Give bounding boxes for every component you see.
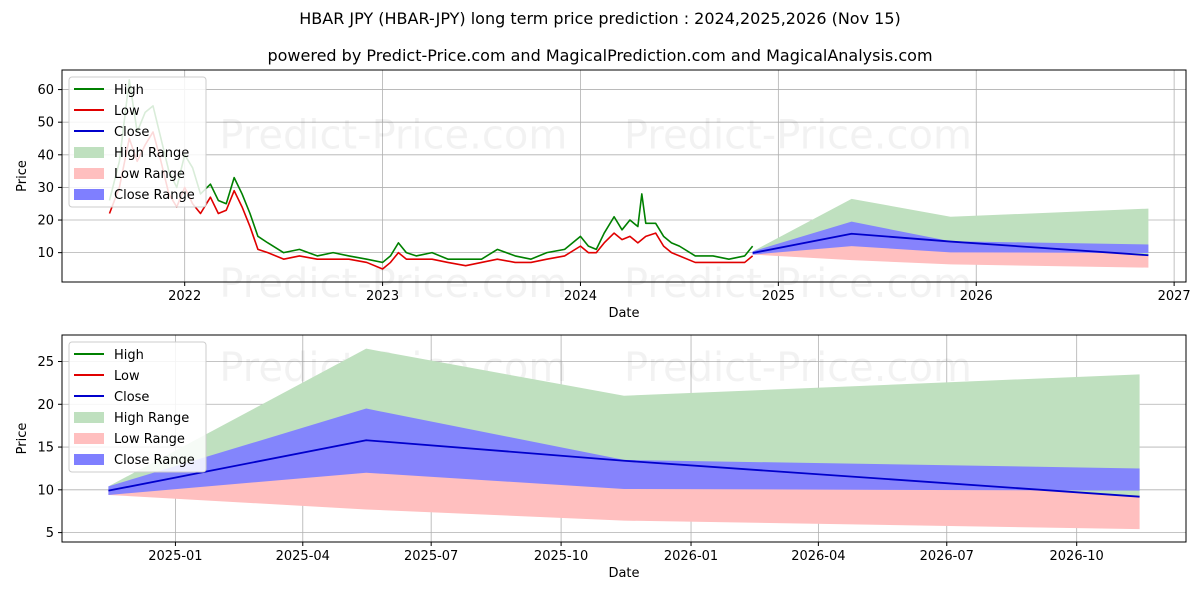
legend: High Low Close High Range Low Range Close Ran…: [68, 341, 207, 473]
y-tick-label: 40: [37, 148, 54, 163]
x-tick-label: 2026-10: [1050, 549, 1104, 564]
legend-label: Close Range: [114, 453, 195, 468]
y-tick-label: 20: [37, 214, 54, 229]
close-range-band: [752, 221, 1149, 255]
legend-label: Low Range: [114, 167, 185, 182]
legend-label: High Range: [114, 411, 189, 426]
watermark-text: Predict-Price.com: [219, 112, 567, 158]
close-line: [108, 439, 1140, 498]
y-tick-label: 15: [37, 441, 54, 456]
legend-swatch: [74, 412, 104, 423]
y-tick-label: 60: [37, 83, 54, 98]
x-tick-label: 2026: [960, 289, 993, 304]
legend-label: Low: [114, 369, 140, 384]
x-tick-label: 2026-07: [920, 549, 974, 564]
watermark-text: Predict-Price.com: [624, 261, 972, 307]
legend: High Low Close High Range Low Range Close Ran…: [68, 76, 207, 208]
close-line: [752, 232, 1149, 257]
watermark-text: Predict-Price.com: [624, 112, 972, 158]
chart-panel-2: Predict-Price.comPredict-Price.com2025-0…: [15, 334, 1187, 581]
high-range-band: [108, 348, 1140, 497]
watermark-text: Predict-Price.com: [624, 345, 972, 391]
legend-label: Close Range: [114, 188, 195, 203]
high-range-band: [752, 198, 1149, 256]
legend-swatch: [74, 189, 104, 200]
x-tick-label: 2025-01: [148, 549, 202, 564]
chart-title: HBAR JPY (HBAR-JPY) long term price pred…: [299, 9, 901, 28]
x-tick-label: 2025-07: [404, 549, 458, 564]
legend-label: High: [114, 83, 144, 98]
y-tick-label: 50: [37, 116, 54, 131]
x-tick-label: 2025-10: [534, 549, 588, 564]
legend-swatch: [74, 433, 104, 444]
x-tick-label: 2024: [564, 289, 597, 304]
y-tick-label: 30: [37, 181, 54, 196]
y-tick-label: 10: [37, 483, 54, 498]
chart-panel-1: Predict-Price.com Predict-Price.com Predic…: [15, 69, 1191, 321]
legend-label: Low Range: [114, 432, 185, 447]
legend-swatch: [74, 454, 104, 465]
watermark-text: Predict-Price.com: [219, 261, 567, 307]
plot-frame: [61, 334, 1187, 543]
x-axis-label: Date: [608, 306, 639, 321]
legend-label: High: [114, 348, 144, 363]
y-axis-label: Price: [15, 160, 30, 192]
x-tick-label: 2027: [1158, 289, 1191, 304]
y-tick-label: 10: [37, 246, 54, 261]
x-tick-label: 2025: [762, 289, 795, 304]
x-tick-label: 2022: [168, 289, 201, 304]
legend-swatch: [74, 168, 104, 179]
legend-label: High Range: [114, 146, 189, 161]
y-tick-label: 20: [37, 398, 54, 413]
legend-label: Close: [114, 125, 149, 140]
plot-frame: [61, 69, 1187, 283]
legend-swatch: [74, 147, 104, 158]
legend-label: Close: [114, 390, 149, 405]
x-tick-label: 2023: [366, 289, 399, 304]
close-range-band: [108, 408, 1140, 495]
x-tick-label: 2026-04: [791, 549, 845, 564]
y-axis-label: Price: [15, 423, 30, 455]
legend-label: Low: [114, 104, 140, 119]
y-tick-label: 25: [37, 355, 54, 370]
x-tick-label: 2025-04: [276, 549, 330, 564]
y-tick-label: 5: [46, 526, 54, 541]
x-axis-label: Date: [608, 566, 639, 581]
x-tick-label: 2026-01: [664, 549, 718, 564]
chart-subtitle: powered by Predict-Price.com and Magical…: [267, 46, 933, 65]
